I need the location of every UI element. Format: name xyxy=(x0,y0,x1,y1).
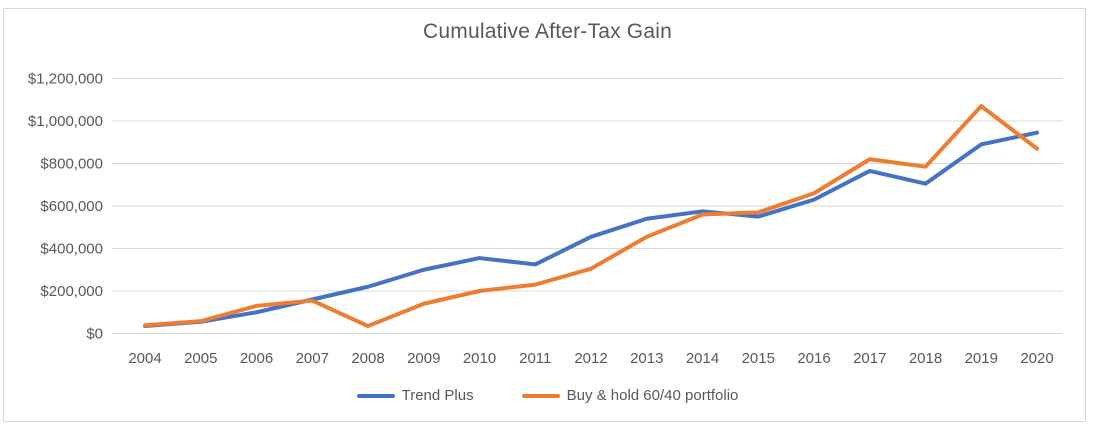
x-axis-label: 2006 xyxy=(240,350,273,367)
legend-label-trend-plus: Trend Plus xyxy=(401,387,474,404)
trend-plus-line-swatch xyxy=(356,393,395,398)
x-axis-label: 2016 xyxy=(797,350,830,367)
y-axis-label: $400,000 xyxy=(40,241,103,258)
y-axis-label: $800,000 xyxy=(40,156,103,173)
x-axis-label: 2014 xyxy=(686,350,719,367)
x-axis-label: 2004 xyxy=(128,350,161,367)
buy-hold-line-swatch xyxy=(521,393,560,398)
chart-frame xyxy=(3,8,1086,422)
x-axis-label: 2012 xyxy=(574,350,607,367)
x-axis-label: 2018 xyxy=(909,350,942,367)
y-axis-label: $200,000 xyxy=(40,283,103,300)
x-axis-label: 2005 xyxy=(184,350,217,367)
y-axis-label: $600,000 xyxy=(40,198,103,215)
legend: Trend Plus Buy & hold 60/40 portfolio xyxy=(0,387,1095,404)
x-axis-label: 2017 xyxy=(853,350,886,367)
x-axis-label: 2019 xyxy=(965,350,998,367)
buy-hold-line xyxy=(143,104,1039,329)
x-axis-label: 2008 xyxy=(351,350,384,367)
y-axis-label: $0 xyxy=(86,326,103,343)
x-axis-label: 2010 xyxy=(463,350,496,367)
x-axis-label: 2007 xyxy=(296,350,329,367)
trend-plus-line xyxy=(143,130,1039,329)
y-axis-label: $1,200,000 xyxy=(28,71,103,88)
x-axis-label: 2013 xyxy=(630,350,663,367)
x-axis-label: 2009 xyxy=(407,350,440,367)
legend-item-trend-plus: Trend Plus xyxy=(356,387,474,404)
x-axis-label: 2020 xyxy=(1020,350,1053,367)
legend-label-buy-hold: Buy & hold 60/40 portfolio xyxy=(566,387,739,404)
legend-item-buy-hold: Buy & hold 60/40 portfolio xyxy=(521,387,739,404)
y-axis-label: $1,000,000 xyxy=(28,113,103,130)
x-axis-label: 2015 xyxy=(742,350,775,367)
x-axis-label: 2011 xyxy=(519,350,551,367)
chart-title: Cumulative After-Tax Gain xyxy=(423,20,672,43)
